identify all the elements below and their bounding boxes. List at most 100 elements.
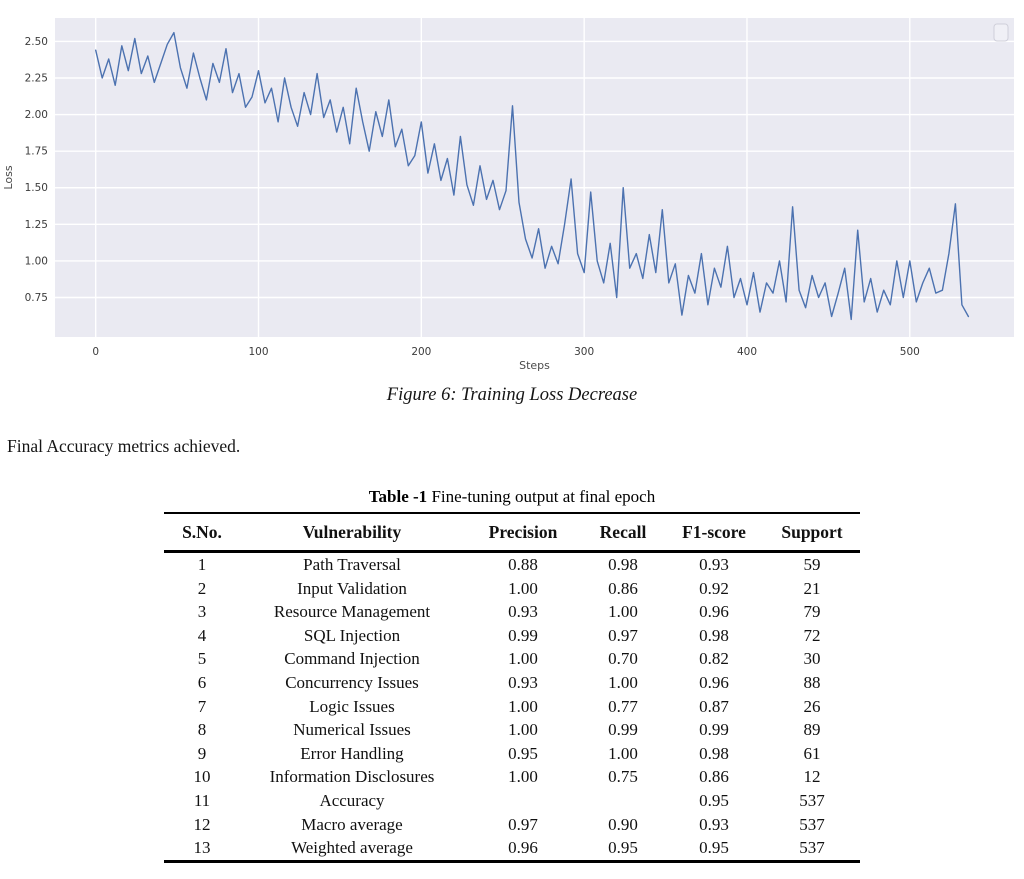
table-cell: Resource Management (273, 602, 431, 622)
table-cell: 88 (803, 672, 821, 692)
table-cell: 537 (799, 814, 825, 834)
x-tick-label: 400 (737, 346, 757, 358)
y-tick-label: 1.00 (25, 255, 48, 267)
table-cell: 0.98 (608, 555, 638, 574)
table-cell: SQL Injection (303, 625, 401, 645)
table-cell: 1.00 (508, 649, 538, 669)
table-cell (464, 789, 582, 813)
y-tick-label: 1.75 (25, 146, 48, 158)
table-cell: 12 (193, 814, 211, 834)
table-cell: Macro average (301, 814, 403, 834)
results-table-block: Table -1 Fine-tuning output at final epo… (164, 487, 860, 863)
table-cell: 0.98 (699, 625, 729, 645)
table-cell: Command Injection (284, 649, 420, 669)
training-loss-figure: 0.75 1.00 1.25 1.50 1.75 2.00 2.25 2.50 0 100 200 3… (0, 0, 1024, 375)
table-cell: 2 (197, 578, 207, 598)
table-cell: 10 (193, 767, 211, 787)
table-caption-label: Table -1 (368, 487, 428, 506)
table-cell: 0.75 (608, 767, 638, 787)
table-cell: 61 (803, 743, 821, 763)
table-cell: 1.00 (608, 602, 638, 622)
table-cell: 0.95 (508, 743, 538, 763)
table-cell: Accuracy (319, 790, 385, 810)
y-tick-label: 2.00 (25, 109, 48, 121)
table-cell: Information Disclosures (269, 767, 435, 787)
figure-caption: Figure 6: Training Loss Decrease (386, 385, 638, 405)
table-cell: 8 (197, 720, 207, 740)
loss-line (94, 31, 970, 321)
metrics-table: S.No. Vulnerability Precision Recall F1-scor… (164, 512, 860, 863)
table-cell: Input Validation (297, 578, 407, 598)
table-cell: 0.97 (508, 814, 538, 834)
y-tick-label: 0.75 (25, 292, 48, 304)
table-cell (582, 789, 664, 813)
table-cell: 3 (197, 602, 207, 622)
table-row: 10 Information Disclosures 1.00 0.75 0.86 12 (164, 765, 860, 789)
table-caption: Table -1 Fine-tuning output at final epo… (164, 487, 860, 507)
column-header-support: Support (764, 513, 860, 553)
table-cell: 9 (197, 743, 207, 763)
column-header-f1-score: F1-score (664, 513, 764, 553)
table-cell: 1.00 (508, 720, 538, 740)
table-cell: 89 (803, 720, 821, 740)
table-row: 4 SQL Injection 0.99 0.97 0.98 72 (164, 624, 860, 648)
table-cell: 0.93 (699, 555, 729, 574)
y-axis-label: Loss (2, 165, 15, 189)
table-cell: 1.00 (608, 672, 638, 692)
table-cell: 21 (803, 578, 821, 598)
table-cell: 0.88 (508, 555, 538, 574)
table-cell: 0.93 (699, 814, 729, 834)
table-cell: 79 (803, 602, 821, 622)
table-cell: 12 (803, 767, 821, 787)
table-cell: 0.95 (608, 838, 638, 858)
table-cell: 1.00 (508, 578, 538, 598)
table-cell: 72 (803, 625, 821, 645)
x-tick-label: 100 (248, 346, 268, 358)
table-cell: 26 (803, 696, 821, 716)
table-row: 1 Path Traversal 0.88 0.98 0.93 59 (164, 552, 860, 577)
table-cell: 0.82 (699, 649, 729, 669)
table-cell: 1.00 (508, 767, 538, 787)
table-row: 6 Concurrency Issues 0.93 1.00 0.96 88 (164, 671, 860, 695)
table-row: 8 Numerical Issues 1.00 0.99 0.99 89 (164, 718, 860, 742)
table-cell: 0.98 (699, 743, 729, 763)
x-tick-label: 0 (92, 346, 99, 358)
table-cell: 7 (197, 696, 207, 716)
table-cell: Numerical Issues (293, 720, 411, 740)
table-cell: 5 (197, 649, 207, 669)
table-row: 12 Macro average 0.97 0.90 0.93 537 (164, 813, 860, 837)
table-cell: 537 (799, 838, 825, 858)
x-tick-label: 300 (574, 346, 594, 358)
table-cell: 0.70 (608, 649, 638, 669)
table-cell: 0.99 (608, 720, 638, 740)
table-cell: 13 (193, 838, 211, 858)
table-cell: Path Traversal (303, 555, 401, 574)
table-cell: 0.99 (699, 720, 729, 740)
table-cell: 0.96 (508, 838, 538, 858)
table-cell: 0.95 (699, 790, 729, 810)
y-tick-label: 1.50 (25, 182, 48, 194)
table-row: 7 Logic Issues 1.00 0.77 0.87 26 (164, 695, 860, 719)
table-row: 11 Accuracy 0.95 537 (164, 789, 860, 813)
x-tick-label: 500 (900, 346, 920, 358)
column-header-s-no-: S.No. (164, 513, 240, 553)
table-cell: 0.86 (699, 767, 729, 787)
column-header-vulnerability: Vulnerability (240, 513, 464, 553)
table-cell: 0.92 (699, 578, 729, 598)
table-cell: 537 (799, 790, 825, 810)
table-cell: 0.93 (508, 602, 538, 622)
table-row: 2 Input Validation 1.00 0.86 0.92 21 (164, 577, 860, 601)
table-row: 9 Error Handling 0.95 1.00 0.98 61 (164, 742, 860, 766)
table-cell: Concurrency Issues (285, 672, 419, 692)
table-cell: 6 (197, 672, 207, 692)
table-cell: 30 (803, 649, 821, 669)
table-cell: 0.77 (608, 696, 638, 716)
table-cell: 1 (197, 555, 207, 574)
table-row: 13 Weighted average 0.96 0.95 0.95 537 (164, 836, 860, 861)
table-cell: 4 (197, 625, 207, 645)
table-cell: 0.95 (699, 838, 729, 858)
y-tick-label: 2.25 (25, 72, 48, 84)
table-header-row: S.No. Vulnerability Precision Recall F1-scor… (164, 513, 860, 553)
table-cell: 0.87 (699, 696, 729, 716)
y-tick-label: 2.50 (25, 36, 48, 48)
